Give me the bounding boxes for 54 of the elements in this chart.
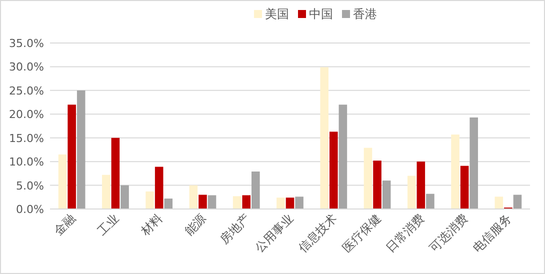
bar	[407, 176, 416, 209]
bar	[460, 166, 469, 209]
x-tick-label: 工业	[94, 211, 122, 238]
x-tick-label: 可选消费	[426, 211, 471, 256]
bar	[329, 132, 338, 209]
x-tick-label: 金融	[51, 211, 78, 238]
bar	[154, 166, 164, 209]
x-tick-label: 材料	[138, 211, 166, 239]
bar	[68, 104, 76, 209]
bar	[426, 194, 434, 209]
bar	[513, 194, 522, 209]
legend-label: 中国	[309, 7, 333, 21]
bar	[373, 160, 382, 209]
y-tick-label: 10.0%	[9, 156, 44, 169]
bar	[232, 196, 242, 209]
bar	[382, 180, 391, 209]
x-tick-label: 医疗保健	[340, 211, 384, 256]
bar	[242, 195, 251, 209]
x-tick-label: 公用事业	[252, 211, 296, 256]
x-tick-label: 能源	[182, 211, 209, 238]
legend-label: 美国	[265, 7, 289, 21]
bar	[338, 104, 348, 209]
x-tick-label: 电信服务	[470, 211, 514, 256]
bar	[111, 138, 120, 209]
y-tick-label: 25.0%	[9, 84, 44, 98]
bar	[320, 67, 328, 209]
y-tick-label: 30.0%	[9, 60, 44, 74]
bar	[146, 191, 154, 209]
bar	[58, 154, 67, 209]
bar	[295, 196, 304, 209]
x-tick-label: 房地产	[217, 211, 252, 247]
bar	[76, 90, 86, 209]
y-tick-label: 5.0%	[16, 179, 44, 192]
bar	[286, 198, 294, 209]
bar	[416, 162, 426, 209]
x-tick-label: 日常消费	[383, 211, 428, 256]
bar	[470, 117, 478, 209]
bar	[189, 185, 198, 209]
bar	[252, 172, 260, 209]
bar	[102, 174, 110, 209]
bar	[208, 195, 216, 209]
bar	[364, 148, 372, 209]
bar	[120, 185, 129, 209]
y-tick-label: 0.0%	[16, 203, 44, 216]
bar	[164, 198, 173, 209]
bar	[494, 196, 504, 209]
y-tick-label: 20.0%	[9, 108, 44, 122]
bar	[198, 194, 207, 209]
bar	[276, 198, 285, 209]
y-tick-label: 35.0%	[9, 37, 44, 50]
legend-label: 香港	[353, 7, 377, 21]
x-tick-label: 信息技术	[296, 211, 340, 256]
bar	[451, 134, 460, 209]
y-tick-label: 15.0%	[9, 132, 44, 145]
